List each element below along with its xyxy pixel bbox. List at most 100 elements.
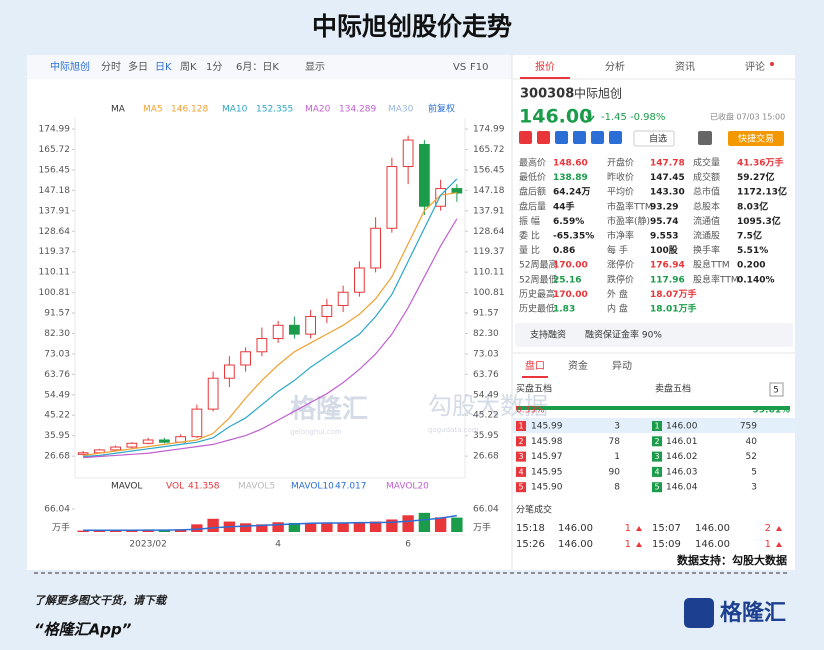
y-tick-label: 137.91 (473, 206, 505, 216)
stat-label: 52周最高 (519, 259, 557, 271)
candle-body (370, 227, 381, 269)
level-box (652, 466, 662, 477)
level-box (652, 436, 662, 447)
y-tick-label: 165.72 (39, 145, 71, 155)
level-box (516, 421, 526, 431)
ma-line (83, 218, 458, 459)
legend-value: 134.289 (339, 105, 376, 115)
stat-label: 换手率 (693, 244, 720, 256)
stat-value: 0.140% (737, 275, 775, 285)
legend-name: MA30 (388, 105, 414, 115)
x-tick-label: 6 (405, 540, 411, 550)
tag-icon (609, 131, 622, 144)
watch-button[interactable] (633, 130, 675, 147)
volume-bar (239, 523, 252, 532)
adjust-label[interactable]: 前复权 (428, 103, 455, 115)
tag-icon (555, 131, 568, 144)
stat-label: 盘后额 (519, 186, 546, 198)
trade-cell: 15:26 (516, 539, 545, 550)
ask-price: 146.04 (666, 483, 698, 493)
stat-label: 市盈率(静) (607, 215, 650, 227)
stat-value: 1172.13亿 (737, 186, 787, 198)
candle-body (419, 143, 430, 207)
change: -1.45 (601, 112, 627, 123)
legend-name: MA5 (143, 105, 163, 115)
level-num: 2 (654, 437, 659, 446)
tab[interactable]: 异动 (612, 360, 632, 372)
trade-cell: 1 (765, 539, 771, 550)
stat-label: 最高价 (519, 157, 546, 169)
toolbar-item[interactable]: 多日 (128, 60, 148, 73)
level-box (652, 421, 662, 431)
trade-label[interactable]: 快捷交易 (738, 133, 774, 145)
toolbar-item[interactable]: VS (453, 62, 466, 73)
y-tick-label: 54.49 (473, 390, 499, 400)
legend-value: 146.128 (171, 105, 208, 115)
volume-bar (109, 530, 122, 532)
up-arrow (636, 526, 642, 531)
stat-value: 18.01万手 (650, 303, 696, 315)
candle-body (110, 446, 121, 451)
level-num: 4 (518, 467, 523, 476)
bid-price: 145.99 (531, 422, 563, 432)
toolbar-item[interactable]: F10 (470, 62, 488, 73)
trade-cell: 146.00 (695, 523, 730, 534)
trade-cell: 146.00 (558, 539, 593, 550)
candle-body (191, 408, 203, 438)
tab[interactable]: 评论 (745, 60, 765, 73)
toolbar-item[interactable]: 周K (180, 61, 197, 73)
y-tick-label: 54.49 (44, 390, 70, 400)
legend-title: MAVOL (111, 482, 142, 492)
y-tick-label: 45.22 (473, 411, 499, 421)
bid-price: 145.97 (531, 452, 563, 462)
tab[interactable]: 资讯 (675, 61, 695, 73)
stat-value: 100股 (650, 245, 679, 256)
stat-value: 147.78 (650, 159, 685, 169)
level-num: 1 (654, 422, 659, 431)
candle-body (354, 267, 365, 293)
watch-label[interactable]: 自选 (649, 133, 667, 145)
tag-icon (537, 131, 550, 144)
up-arrow (776, 526, 782, 531)
toolbar-item[interactable]: 分时 (101, 61, 121, 73)
toolbar-item[interactable]: 1分 (206, 61, 222, 73)
stat-label: 跌停价 (607, 273, 634, 285)
volume-bar (77, 530, 89, 532)
tab[interactable]: 资金 (568, 359, 588, 372)
candle-body (272, 324, 284, 340)
level-num: 3 (518, 452, 523, 461)
y-tick-label: 119.37 (473, 247, 505, 257)
levels[interactable]: 5 (773, 386, 779, 396)
axis-unit: 万手 (473, 522, 491, 534)
trade-cell: 1 (625, 523, 631, 534)
x-tick-label: 2023/02 (129, 540, 166, 550)
stat-value: 59.27亿 (737, 171, 774, 183)
level-box (516, 451, 526, 462)
y-tick-label: 45.22 (44, 411, 70, 421)
trade-cell: 146.00 (695, 539, 730, 550)
tab[interactable]: 盘口 (525, 359, 545, 372)
toolbar-item[interactable]: 显示 (305, 61, 325, 73)
toolbar-item[interactable]: 6月：日K (236, 61, 279, 73)
tab[interactable]: 报价 (535, 60, 555, 73)
bid-volume: 78 (609, 437, 621, 447)
stat-label: 流通值 (693, 215, 720, 227)
stat-value: 18.07万手 (650, 288, 696, 300)
trade-button[interactable] (728, 131, 784, 146)
stat-value: 25.16 (553, 275, 581, 285)
tab[interactable]: 分析 (605, 60, 625, 73)
levels-box[interactable] (769, 382, 784, 397)
ratio-bar (516, 406, 518, 410)
stat-label: 委 比 (519, 230, 540, 242)
ask-volume: 52 (746, 452, 757, 462)
y-tick-label: 35.95 (473, 431, 499, 441)
level-box (652, 482, 662, 493)
candle-body (321, 304, 333, 317)
stat-value: 9.553 (650, 232, 678, 242)
legend-name: MAVOL10 (291, 482, 334, 492)
candle-body (126, 442, 138, 448)
toolbar-item[interactable]: 中际旭创 (50, 60, 90, 73)
toolbar-item[interactable]: 日K (155, 62, 172, 73)
bid-volume: 3 (614, 422, 620, 432)
logo-icon (684, 598, 714, 628)
